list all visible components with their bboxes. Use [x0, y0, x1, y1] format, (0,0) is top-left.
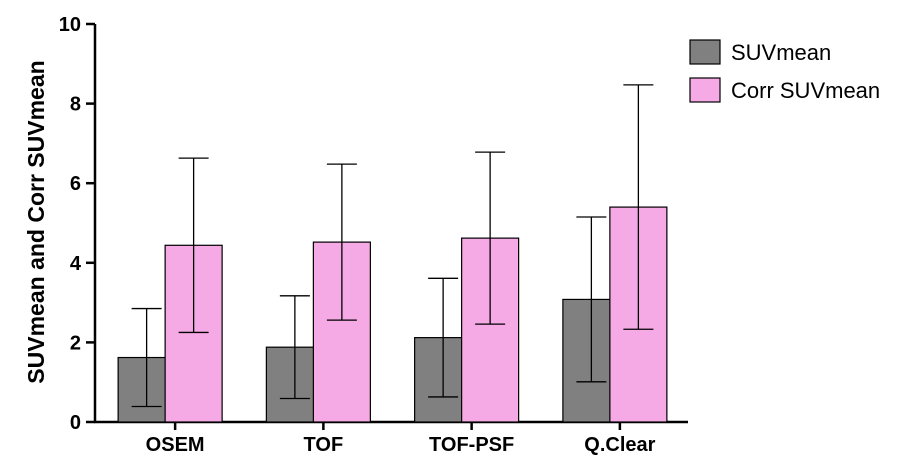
- y-tick-label: 6: [70, 173, 81, 195]
- y-tick-label: 0: [70, 412, 81, 434]
- legend-label: Corr SUVmean: [731, 78, 880, 103]
- error-bar: [428, 277, 459, 398]
- x-category-label: OSEM: [146, 434, 205, 456]
- error-bar: [475, 151, 506, 325]
- y-tick-label: 10: [59, 14, 81, 36]
- x-category-label: TOF: [304, 434, 344, 456]
- error-bar: [326, 163, 357, 321]
- y-tick-label: 2: [70, 332, 81, 354]
- error-bar: [279, 295, 310, 400]
- y-axis: 0 2 4 6 8 10: [59, 14, 97, 434]
- error-bar: [623, 84, 654, 330]
- legend: SUVmean Corr SUVmean: [689, 39, 880, 103]
- y-axis-title: SUVmean and Corr SUVmean: [23, 60, 49, 383]
- error-bars-group: [131, 84, 654, 408]
- legend-label: SUVmean: [731, 40, 831, 65]
- y-tick-label: 4: [70, 253, 82, 275]
- error-bar: [178, 157, 209, 334]
- y-tick-label: 8: [70, 94, 81, 116]
- error-bar: [576, 216, 607, 383]
- bars-group: [117, 206, 668, 423]
- x-category-label: Q.Clear: [584, 434, 655, 456]
- legend-swatch: [689, 39, 721, 65]
- x-axis: OSEM TOF TOF-PSF Q.Clear: [94, 420, 688, 456]
- x-category-label: TOF-PSF: [429, 434, 514, 456]
- legend-swatch: [689, 77, 721, 103]
- error-bar: [131, 307, 162, 408]
